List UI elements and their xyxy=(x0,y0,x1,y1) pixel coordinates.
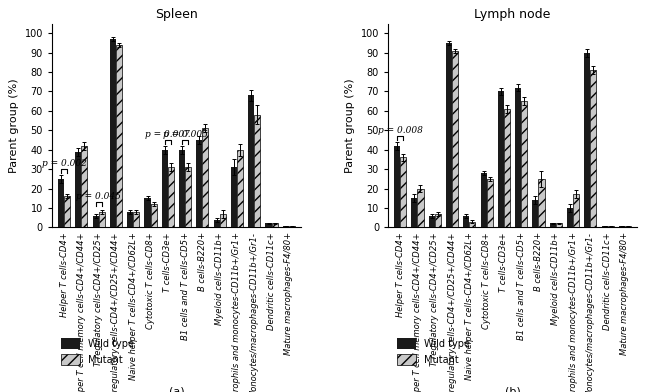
Bar xyxy=(504,109,510,227)
Bar xyxy=(429,216,435,227)
Bar xyxy=(81,146,88,227)
Bar xyxy=(446,43,452,227)
Bar xyxy=(515,87,521,227)
Bar xyxy=(538,179,545,227)
Bar xyxy=(556,223,562,227)
Bar xyxy=(567,208,573,227)
Bar xyxy=(64,196,70,227)
Bar xyxy=(202,128,209,227)
Bar xyxy=(498,91,504,227)
Bar xyxy=(127,212,133,227)
Legend: Wild type, Mutant: Wild type, Mutant xyxy=(393,334,474,369)
Bar xyxy=(480,173,487,227)
Bar xyxy=(116,45,122,227)
Bar xyxy=(400,158,406,227)
Text: p = 0.007: p = 0.007 xyxy=(146,130,190,139)
Bar xyxy=(532,200,538,227)
Bar xyxy=(411,198,417,227)
Bar xyxy=(58,179,64,227)
Bar xyxy=(92,216,99,227)
Bar xyxy=(584,53,590,227)
Bar xyxy=(272,223,278,227)
Bar xyxy=(487,179,493,227)
Bar xyxy=(550,223,556,227)
Bar xyxy=(133,212,139,227)
Bar xyxy=(179,150,185,227)
Text: p = 0.008: p = 0.008 xyxy=(378,126,422,135)
Bar xyxy=(231,167,237,227)
Bar xyxy=(435,214,441,227)
Bar xyxy=(144,198,151,227)
Bar xyxy=(185,167,191,227)
Bar xyxy=(99,212,105,227)
Text: (a): (a) xyxy=(168,387,185,392)
Title: Spleen: Spleen xyxy=(155,8,198,21)
Bar xyxy=(237,150,243,227)
Bar xyxy=(248,95,254,227)
Bar xyxy=(168,167,174,227)
Bar xyxy=(265,223,272,227)
Title: Lymph node: Lymph node xyxy=(474,8,551,21)
Bar xyxy=(417,189,424,227)
Bar xyxy=(463,216,469,227)
Bar xyxy=(110,39,116,227)
Text: p = 0.005: p = 0.005 xyxy=(162,130,207,139)
Bar xyxy=(220,214,226,227)
Legend: Wild type, Mutant: Wild type, Mutant xyxy=(57,334,138,369)
Y-axis label: Parent group (%): Parent group (%) xyxy=(9,78,19,173)
Bar xyxy=(452,51,458,227)
Bar xyxy=(590,70,597,227)
Bar xyxy=(214,220,220,227)
Bar xyxy=(196,140,202,227)
Bar xyxy=(521,101,527,227)
Bar xyxy=(151,204,157,227)
Bar xyxy=(254,115,260,227)
Bar xyxy=(75,152,81,227)
Y-axis label: Parent group (%): Parent group (%) xyxy=(345,78,355,173)
Text: p = 0.045: p = 0.045 xyxy=(76,192,121,201)
Bar xyxy=(394,146,400,227)
Bar xyxy=(162,150,168,227)
Text: p = 0.002: p = 0.002 xyxy=(42,159,86,168)
Bar xyxy=(573,194,579,227)
Text: (b): (b) xyxy=(504,387,521,392)
Bar xyxy=(469,221,475,227)
